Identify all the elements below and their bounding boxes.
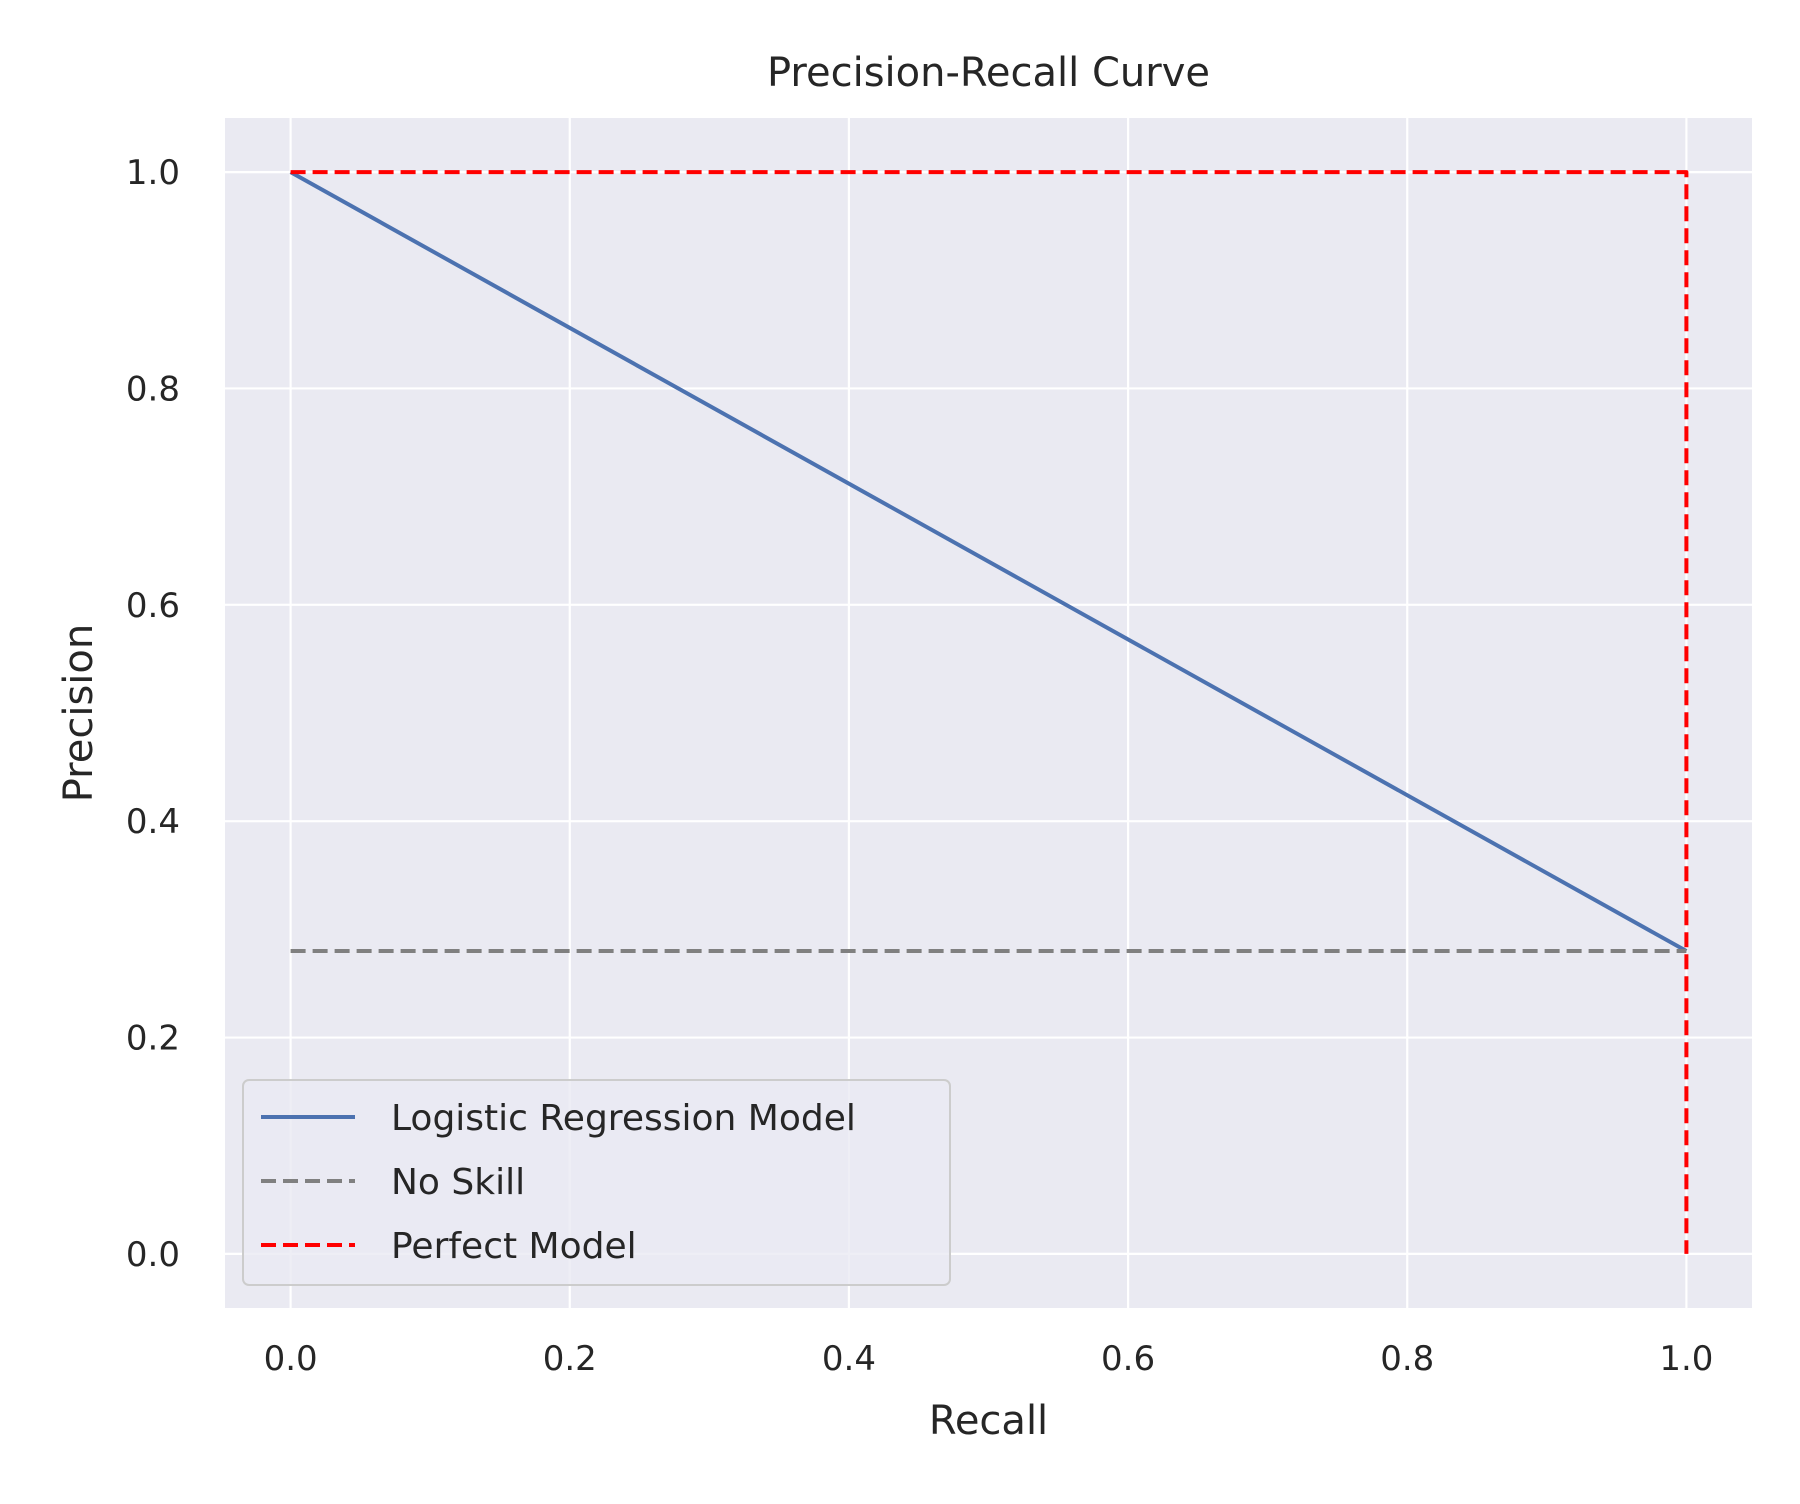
legend-label: Perfect Model	[391, 1226, 637, 1267]
y-tick-label: 0.8	[126, 369, 180, 409]
y-axis-label: Precision	[56, 624, 102, 802]
series-line-2	[290, 170, 1689, 1254]
y-tick-label: 0.0	[126, 1235, 180, 1275]
legend: Logistic Regression Model No Skill Perfect…	[242, 1079, 951, 1286]
x-axis-label: Recall	[929, 1398, 1048, 1444]
legend-label: Logistic Regression Model	[391, 1098, 856, 1139]
y-tick-label: 1.0	[126, 153, 180, 193]
series-layer	[289, 170, 1689, 1254]
y-tick-label: 0.2	[126, 1019, 180, 1059]
x-tick-label: 1.0	[1659, 1339, 1713, 1379]
x-tick-label: 0.2	[543, 1339, 597, 1379]
series-line-0	[289, 170, 1688, 953]
y-tick-label: 0.6	[126, 586, 180, 626]
x-tick-labels: 0.0 0.2 0.4 0.6 0.8 1.0	[264, 1339, 1714, 1379]
y-tick-labels: 0.0 0.2 0.4 0.6 0.8 1.0	[126, 153, 180, 1275]
chart-title: Precision-Recall Curve	[767, 50, 1210, 96]
grid-layer	[225, 118, 1752, 1308]
x-tick-label: 0.6	[1101, 1339, 1155, 1379]
legend-label: No Skill	[391, 1162, 525, 1203]
x-tick-label: 0.8	[1380, 1339, 1434, 1379]
x-tick-label: 0.4	[822, 1339, 876, 1379]
x-tick-label: 0.0	[264, 1339, 318, 1379]
y-tick-label: 0.4	[126, 802, 180, 842]
legend-box	[242, 1079, 951, 1286]
